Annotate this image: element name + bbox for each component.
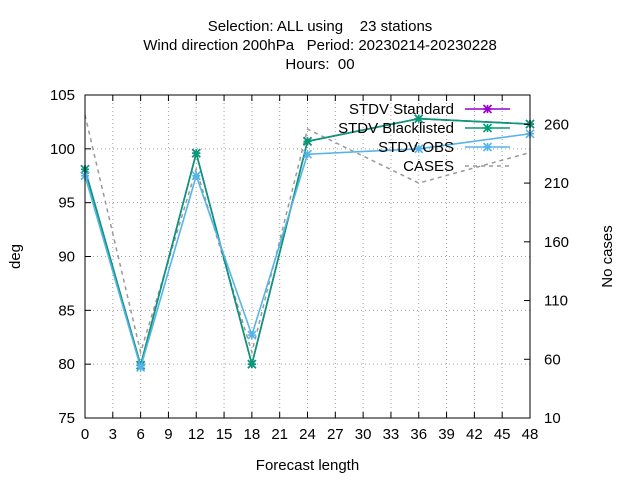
y2-axis-label: No cases [599,225,616,288]
x-axis-label: Forecast length [256,457,359,474]
data-point [136,362,146,372]
y-tick-label: 105 [50,87,75,104]
data-point [414,144,424,154]
data-point [247,330,257,340]
y-tick-label: 85 [58,302,75,319]
legend-label: STDV OBS [378,139,454,156]
data-point [414,114,424,124]
x-tick-label: 3 [109,426,117,443]
y2-tick-label: 60 [544,351,561,368]
x-tick-label: 0 [81,426,89,443]
x-tick-label: 48 [522,426,539,443]
data-point [302,136,313,146]
y-tick-label: 90 [58,249,75,266]
x-tick-label: 15 [216,426,233,443]
x-tick-label: 30 [355,426,372,443]
legend-marker [482,123,493,133]
legend-label: CASES [403,158,454,175]
x-tick-label: 42 [466,426,483,443]
x-tick-label: 9 [164,426,172,443]
chart-title-line-1: Selection: ALL using 23 stations [207,18,433,35]
data-point [302,149,313,159]
data-point [191,171,201,181]
x-tick-label: 45 [494,426,511,443]
x-tick-label: 12 [188,426,205,443]
data-point [191,148,201,158]
legend: STDV Standard STDV Blacklisted STDV OBS CAS… [338,101,510,175]
series-layer [80,114,535,372]
x-tick-label: 36 [410,426,427,443]
legend-label: STDV Blacklisted [338,120,454,137]
y2-tick-label: 210 [544,175,569,192]
x-tick-label: 21 [271,426,288,443]
y2-tick-label: 110 [544,293,568,310]
legend-label: STDV Standard [349,101,454,118]
x-tick-label: 33 [383,426,400,443]
y-tick-label: 75 [58,410,75,427]
series-line-stdv-obs [84,132,531,371]
legend-marker [482,104,493,114]
x-tick-label: 39 [438,426,455,443]
chart-title-line-2: Wind direction 200hPa Period: 20230214-2… [143,37,497,54]
y2-tick-label: 260 [544,116,569,133]
y-tick-label: 100 [50,141,75,158]
legend-marker [482,142,493,152]
chart-title-line-3: Hours: 00 [285,56,355,73]
data-point [247,359,257,369]
y2-tick-label: 10 [544,410,561,427]
x-tick-label: 24 [299,426,316,443]
y-axis-label: deg [7,244,24,269]
series-line-cases [84,114,531,356]
axis-ticks: 0 3 6 9 12 15 18 21 24 27 30 33 36 39 42 45 487580859095… [50,87,569,443]
y-tick-label: 95 [58,195,75,212]
x-tick-label: 27 [327,426,344,443]
y2-tick-label: 160 [544,234,569,251]
x-tick-label: 6 [136,426,144,443]
x-tick-label: 18 [244,426,261,443]
y-tick-label: 80 [58,356,75,373]
